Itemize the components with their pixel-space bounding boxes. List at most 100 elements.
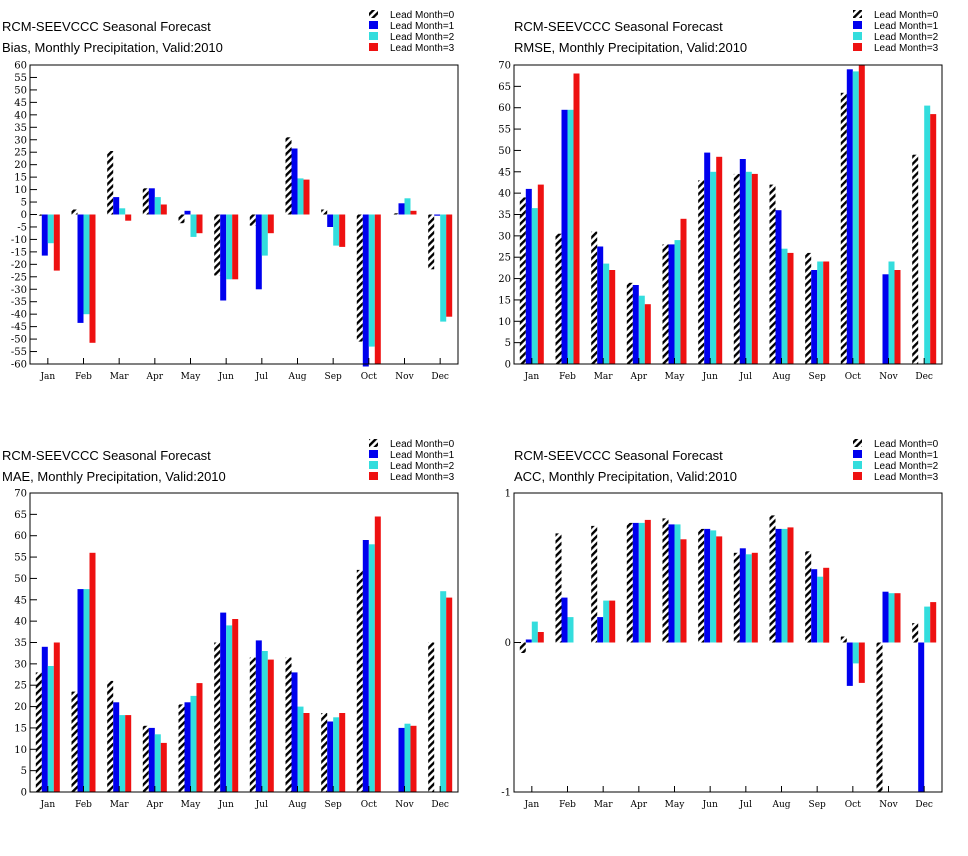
bar-lead2-dec — [440, 591, 447, 792]
x-tick-label: May — [665, 372, 686, 382]
legend-label-lead1: Lead Month=1 — [390, 21, 455, 32]
x-tick-label: Aug — [771, 800, 790, 810]
bar-lead0-apr — [626, 282, 633, 364]
y-tick-label: -45 — [11, 322, 27, 333]
y-tick-label: 40 — [498, 189, 511, 200]
bar-lead2-nov — [888, 261, 895, 364]
bar-lead3-nov — [894, 593, 901, 643]
bar-lead2-aug — [297, 178, 304, 215]
bar-lead1-mar — [113, 197, 120, 215]
legend-swatch-lead0 — [853, 439, 862, 447]
bar-lead0-nov — [876, 642, 883, 792]
bar-lead1-jan — [41, 214, 48, 256]
bar-lead0-jun — [214, 214, 221, 276]
y-tick-label: 50 — [14, 574, 27, 585]
bar-lead0-jul — [249, 214, 256, 226]
y-tick-label: 35 — [498, 210, 511, 221]
x-tick-label: Dec — [915, 372, 933, 382]
x-tick-label: Oct — [845, 800, 861, 810]
bar-lead1-jan — [525, 639, 532, 643]
bar-lead0-may — [178, 214, 185, 224]
x-tick-label: Mar — [110, 372, 130, 382]
bar-lead2-sep — [817, 576, 824, 643]
bar-lead3-sep — [339, 713, 346, 792]
x-tick-label: Jan — [523, 372, 539, 382]
bar-lead3-jul — [751, 552, 758, 643]
y-tick-label: 70 — [498, 61, 511, 72]
y-tick-label: -35 — [11, 297, 27, 308]
y-tick-label: 60 — [14, 531, 27, 542]
legend-swatch-lead0 — [369, 439, 378, 447]
y-tick-label: 30 — [14, 659, 27, 670]
x-tick-label: Oct — [361, 372, 377, 382]
bar-lead1-apr — [148, 188, 155, 215]
bar-lead2-jun — [710, 530, 717, 643]
chart-subtitle: ACC, Monthly Precipitation, Valid:2010 — [514, 469, 737, 484]
bar-lead0-jan — [35, 672, 42, 792]
x-tick-label: Sep — [325, 372, 342, 382]
bias-plot-area: -60-55-50-45-40-35-30-25-20-15-10-505101… — [11, 61, 459, 382]
legend-swatch-lead3 — [369, 43, 378, 51]
bar-lead1-jul — [255, 640, 262, 792]
x-tick-label: Dec — [915, 800, 933, 810]
bar-lead1-sep — [811, 270, 818, 364]
bar-lead2-may — [190, 214, 197, 237]
x-tick-label: Jul — [255, 800, 268, 810]
bar-lead1-feb — [77, 214, 84, 323]
x-tick-label: Jan — [523, 800, 539, 810]
bar-lead0-feb — [555, 533, 562, 643]
bar-lead2-dec — [440, 214, 447, 322]
chart-title: RCM-SEEVCCC Seasonal Forecast — [514, 448, 723, 463]
bar-lead0-jun — [214, 642, 221, 792]
x-tick-label: May — [665, 800, 686, 810]
x-tick-label: Dec — [431, 372, 449, 382]
bar-lead0-apr — [626, 522, 633, 643]
y-tick-label: 0 — [505, 638, 511, 649]
y-tick-label: 25 — [14, 681, 27, 692]
bar-lead2-oct — [368, 544, 375, 792]
bar-lead1-jul — [739, 548, 746, 643]
bar-lead3-jan — [537, 184, 544, 364]
y-tick-label: 30 — [14, 135, 27, 146]
y-tick-label: 20 — [14, 702, 27, 713]
bar-lead2-jun — [226, 625, 233, 792]
x-tick-label: Jun — [702, 800, 718, 810]
bar-lead2-nov — [888, 593, 895, 643]
y-tick-label: 10 — [498, 317, 511, 328]
y-tick-label: -1 — [501, 788, 511, 799]
bar-lead0-jul — [733, 173, 740, 364]
chart-subtitle: MAE, Monthly Precipitation, Valid:2010 — [2, 469, 226, 484]
bar-lead0-nov — [392, 213, 399, 215]
legend-label-lead0: Lead Month=0 — [390, 10, 455, 21]
y-tick-label: 40 — [14, 110, 27, 121]
bar-lead0-jul — [249, 657, 256, 792]
bar-lead2-jan — [47, 666, 54, 792]
bar-lead0-sep — [321, 713, 328, 792]
x-tick-label: May — [181, 800, 202, 810]
bar-lead3-jul — [267, 659, 274, 792]
bar-lead0-feb — [555, 233, 562, 364]
bar-lead0-feb — [71, 691, 78, 792]
bar-lead3-jan — [537, 632, 544, 643]
bar-lead3-oct — [858, 642, 865, 683]
x-tick-label: Nov — [879, 800, 898, 810]
bar-lead0-sep — [805, 551, 812, 643]
bar-lead1-apr — [148, 727, 155, 792]
bar-lead0-mar — [591, 231, 598, 364]
y-tick-label: -10 — [11, 235, 27, 246]
x-tick-label: Jul — [739, 372, 752, 382]
bar-lead2-apr — [154, 734, 161, 792]
x-tick-label: Oct — [361, 800, 377, 810]
bar-lead3-oct — [374, 516, 381, 792]
y-tick-label: 0 — [21, 210, 27, 221]
legend-swatch-lead3 — [853, 472, 862, 480]
legend-swatch-lead1 — [853, 450, 862, 458]
bar-lead2-feb — [83, 589, 90, 792]
legend-label-lead1: Lead Month=1 — [874, 450, 939, 461]
x-tick-label: Apr — [146, 372, 164, 382]
bar-lead1-may — [184, 210, 191, 215]
bar-lead0-oct — [840, 92, 847, 365]
legend-swatch-lead2 — [853, 461, 862, 469]
legend-label-lead1: Lead Month=1 — [390, 450, 455, 461]
bar-lead3-may — [680, 218, 687, 364]
